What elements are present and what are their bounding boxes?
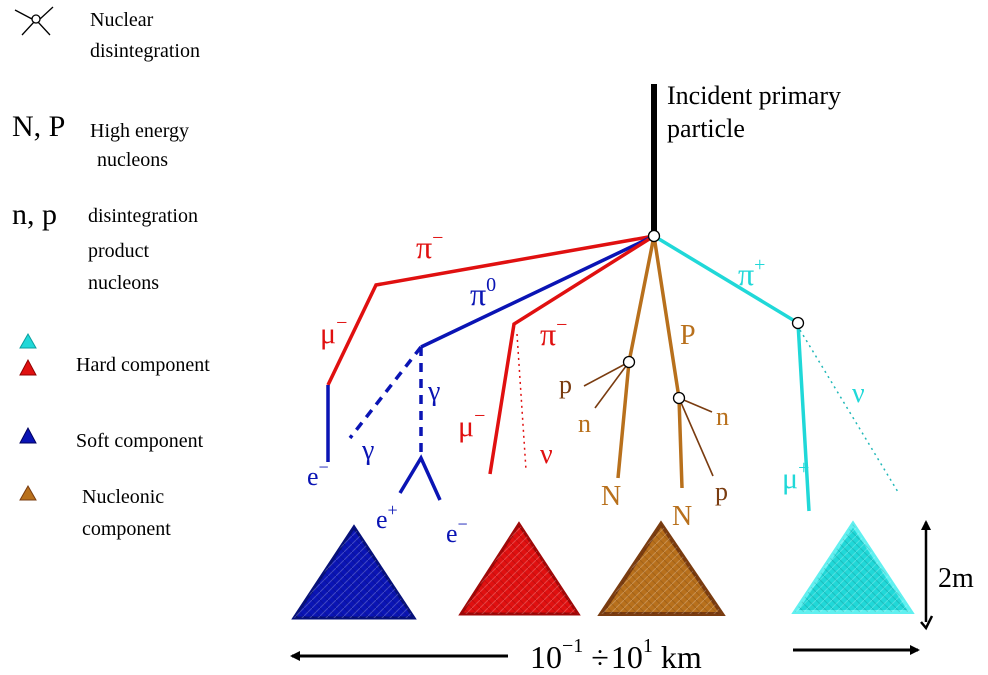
label-e-minus-left: e−: [307, 457, 329, 491]
label-pi-minus-left: π−: [416, 227, 443, 265]
vertex-nucleon-left: [622, 355, 636, 369]
soft-component-triangle: [291, 524, 417, 620]
hard-red-component-triangle: [458, 521, 581, 616]
legend-high-energy-symbol: N, P: [12, 110, 65, 143]
label-nu-right: ν: [852, 378, 865, 409]
label-e-minus-right: e−: [446, 514, 468, 548]
legend-high-energy-line1: High energy: [90, 120, 189, 142]
label-e-plus: e+: [376, 500, 398, 534]
legend-product-symbol: n, p: [12, 198, 57, 231]
label-pi-zero: π0: [470, 274, 496, 312]
legend-nuclear-line1: Nuclear: [90, 9, 154, 31]
label-big-p: P: [680, 320, 696, 351]
height-scale-label: 2m: [938, 563, 974, 594]
pi-minus-left-track: [326, 234, 655, 386]
legend-high-energy-line2: nucleons: [97, 149, 168, 171]
component-triangles: [291, 520, 915, 620]
range-scale: 10−1 ÷101 km: [290, 635, 920, 675]
hard-component-icon: [19, 332, 37, 376]
label-pi-plus: π+: [738, 254, 765, 292]
label-small-n-left: n: [578, 409, 591, 438]
label-big-n-right: N: [672, 501, 692, 532]
label-big-n-left: N: [601, 481, 621, 512]
vertex-primary: [647, 229, 661, 243]
legend-product-line1: disintegration: [88, 205, 198, 227]
label-mu-minus-left: μ−: [320, 312, 347, 350]
legend-nucleonic-line1: Nucleonic: [82, 486, 164, 508]
primary-label-line1: Incident primary: [667, 81, 841, 110]
nucleonic-component-triangle: [597, 520, 726, 616]
shower-tracks: [326, 234, 899, 512]
label-small-p-left: p: [559, 370, 572, 399]
nuclear-disintegration-icon: [14, 6, 54, 36]
label-mu-minus-mid: μ−: [458, 405, 485, 443]
vertex-nucleon-right: [672, 391, 686, 405]
nucleon-left-track: [616, 235, 656, 479]
interaction-vertices: [622, 229, 805, 405]
neutrino-mid-track: [516, 333, 527, 471]
vertex-pi-plus: [791, 316, 805, 330]
height-arrow-foot: [920, 615, 934, 631]
pi-minus-mid-track: [488, 234, 655, 475]
legend-nucleonic-line2: component: [82, 518, 171, 540]
legend-soft-label: Soft component: [76, 430, 204, 452]
nucleonic-component-icon: [19, 484, 37, 501]
pair-production-track: [398, 454, 442, 501]
height-scale: 2m: [920, 520, 974, 631]
label-gamma-left: γ: [361, 435, 374, 466]
product-p-right-track: [678, 397, 714, 477]
legend: Nuclear disintegration N, P High energy …: [12, 6, 210, 540]
range-scale-label: 10−1 ÷101 km: [530, 635, 702, 675]
soft-component-icon: [19, 426, 37, 444]
label-mu-plus: μ+: [782, 457, 809, 495]
gamma-left-track: [348, 345, 423, 440]
product-n-left-track: [594, 361, 630, 409]
legend-product-line3: nucleons: [88, 272, 159, 294]
pi-zero-track: [420, 234, 655, 349]
label-small-n-right: n: [716, 402, 729, 431]
primary-label-line2: particle: [667, 114, 745, 143]
label-pi-minus-mid: π−: [540, 314, 567, 352]
hard-cyan-component-triangle: [791, 520, 915, 614]
legend-hard-label: Hard component: [76, 354, 210, 376]
product-p-left-track: [583, 361, 630, 387]
legend-product-line2: product: [88, 240, 150, 262]
label-gamma-right: γ: [427, 376, 440, 407]
label-small-p-right: p: [715, 477, 728, 506]
label-nu-mid: ν: [540, 439, 553, 470]
neutrino-right-track: [799, 329, 899, 493]
legend-nuclear-line2: disintegration: [90, 40, 200, 62]
nucleon-right-track: [652, 235, 684, 489]
